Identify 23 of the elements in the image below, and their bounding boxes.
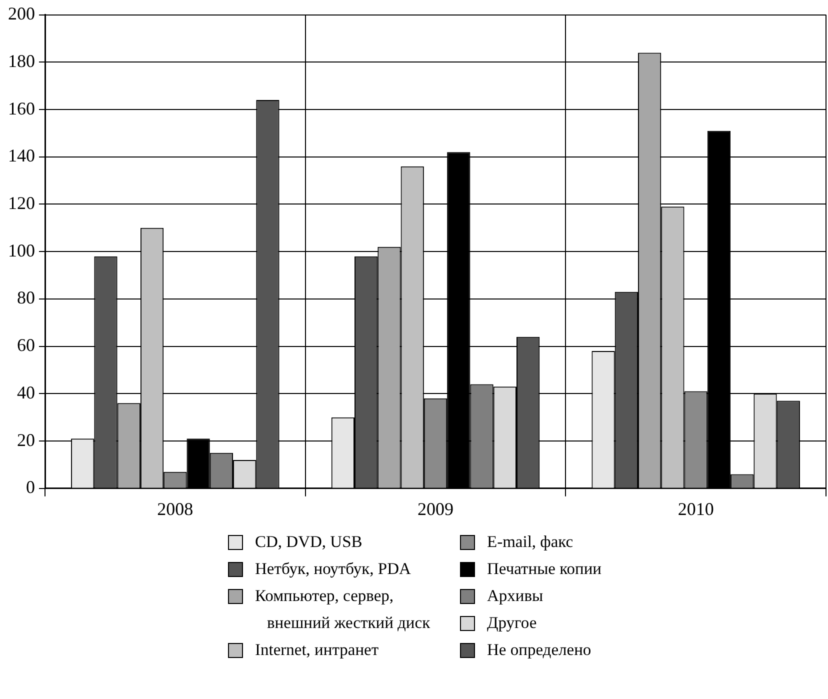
y-tick-label: 160 <box>8 98 35 118</box>
legend-label: Нетбук, ноутбук, PDA <box>255 558 412 580</box>
legend-label: Internet, интранет <box>255 639 380 661</box>
y-tick-label: 20 <box>17 430 35 450</box>
y-tick-label: 0 <box>26 477 35 498</box>
y-tick-label: 80 <box>17 288 35 308</box>
legend-label: CD, DVD, USB <box>255 531 364 553</box>
y-tick-label: 180 <box>8 50 35 71</box>
y-tick-label: 140 <box>8 146 35 166</box>
legend-label: Архивы <box>487 585 544 607</box>
y-tick-label: 40 <box>17 382 35 402</box>
y-tick-label: 120 <box>8 192 35 213</box>
legend-label: Компьютер, сервер, внешний жесткий диск <box>255 585 432 634</box>
y-tick-label: 100 <box>8 240 35 260</box>
legend-label: Печатные копии <box>487 558 603 580</box>
y-tick-label: 200 <box>8 4 35 24</box>
y-tick-label: 60 <box>17 335 35 356</box>
x-tick-label: 2009 <box>418 498 454 519</box>
legend-label: E-mail, факс <box>487 531 574 553</box>
legend-label: Не определено <box>487 639 592 661</box>
legend-label: Другое <box>487 612 538 634</box>
x-tick-label: 2008 <box>157 498 194 519</box>
x-tick-label: 2010 <box>678 498 714 519</box>
